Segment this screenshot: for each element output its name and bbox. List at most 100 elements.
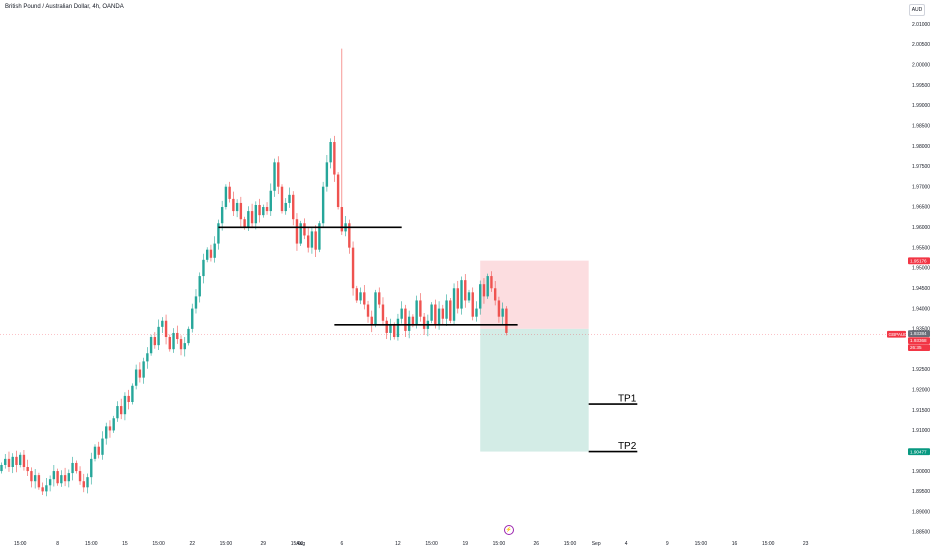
candle-body [97, 446, 100, 455]
candle-body [75, 462, 78, 472]
candle-body [101, 438, 104, 455]
candle-body [123, 395, 127, 415]
candle-body [78, 471, 82, 482]
price-tick-label: 1.92000 [912, 388, 930, 394]
time-tick-label: 15:00 [695, 541, 708, 547]
price-tick-label: 1.89500 [912, 489, 930, 495]
candle-body [93, 446, 97, 459]
candle-body [161, 320, 164, 327]
candle-body [490, 276, 493, 289]
chart-title: British Pound / Australian Dollar, 4h, O… [5, 4, 124, 10]
price-tick-label: 1.94500 [912, 286, 930, 292]
time-tick-label: 15:00 [220, 541, 233, 547]
time-tick-label: Sep [592, 541, 601, 547]
candle-body [60, 475, 63, 484]
candle-body [146, 353, 149, 362]
candle-body [82, 481, 85, 488]
candle-body [493, 288, 497, 301]
candle-body [445, 300, 448, 319]
candle-body [105, 426, 108, 439]
candle-body [363, 292, 366, 305]
candle-body [374, 292, 377, 325]
price-tick-label: 2.00500 [912, 42, 930, 48]
time-tick-label: 22 [189, 541, 195, 547]
candle-body [351, 247, 355, 289]
candle-body [198, 276, 201, 297]
candle-body [471, 292, 474, 317]
time-tick-label: 23 [803, 541, 809, 547]
candle-body [441, 308, 445, 319]
candle-body [321, 186, 325, 224]
candle-body [56, 471, 59, 484]
price-tick-label: 1.95500 [912, 245, 930, 251]
price-tick-label: 1.91500 [912, 408, 930, 414]
candle-body [400, 308, 403, 319]
candle-body [422, 316, 426, 329]
candle-body [232, 198, 235, 212]
candle-body [90, 458, 93, 478]
candle-body [314, 231, 317, 250]
time-tick-label: 15:00 [85, 541, 98, 547]
candle-body [67, 473, 71, 482]
candle-body [164, 320, 168, 338]
candle-body [389, 324, 392, 333]
candle-body [26, 467, 29, 472]
candle-body [449, 300, 452, 321]
price-tick-label: 1.92500 [912, 367, 930, 373]
price-axis: 2.01000 2.00500 2.00000 1.99500 1.99000 1.985… [912, 22, 930, 536]
candle-body [467, 292, 471, 301]
candle-body [437, 308, 441, 325]
candle-body [52, 471, 56, 480]
candle-body [116, 406, 119, 419]
time-tick-label: 15 [122, 541, 128, 547]
economic-event-icon[interactable]: ⚡ [504, 525, 514, 535]
symbol-tag-label: GBPAUD [889, 332, 909, 337]
drawing-lines: TP1 TP2 [218, 226, 638, 453]
candle-body [340, 207, 344, 232]
candle-body [235, 202, 239, 212]
candle-body [452, 288, 456, 321]
price-tags: 1.95176 1.93384 1.93368 26:35 1.90477 GBPAUD [887, 257, 930, 456]
candle-body [370, 316, 373, 325]
candle-body [265, 207, 269, 212]
time-tick-label: 29 [261, 541, 267, 547]
price-tick-label: 1.94000 [912, 306, 930, 312]
candle-body [419, 300, 422, 317]
candle-body [329, 142, 332, 163]
candle-body [176, 332, 179, 340]
candle-body [299, 223, 302, 244]
candle-body [505, 308, 508, 333]
price-tag [908, 344, 930, 351]
candle-body [464, 280, 467, 301]
time-tick-label: 15:00 [762, 541, 775, 547]
time-tick-label: 15:00 [425, 541, 438, 547]
time-tick-label: 26 [534, 541, 540, 547]
candle-body [497, 300, 501, 317]
price-tick-label: 2.01000 [912, 22, 930, 28]
price-tick-label: 1.98500 [912, 123, 930, 129]
candle-body [22, 454, 26, 468]
candle-body [71, 462, 74, 474]
candle-body [19, 454, 22, 465]
candle-body [213, 243, 216, 258]
candle-body [247, 211, 250, 228]
candle-body [366, 304, 370, 317]
price-tick-label: 1.93500 [912, 327, 930, 333]
time-tick-label: 16 [732, 541, 738, 547]
candle-body [303, 223, 306, 236]
candle-body [269, 190, 272, 212]
price-tick-label: 1.97500 [912, 164, 930, 170]
price-tick-label: 1.97000 [912, 184, 930, 190]
candle-body [11, 456, 14, 468]
candle-body [108, 426, 112, 431]
candle-body [179, 339, 183, 350]
candle-body [262, 207, 265, 216]
price-tag [908, 257, 930, 265]
candle-body [243, 219, 246, 228]
candle-body [404, 308, 407, 331]
currency-selector[interactable]: AUD [909, 4, 925, 16]
price-tick-label: 2.00000 [912, 63, 930, 69]
take-profit-zone [480, 328, 589, 452]
price-tick-label: 1.99500 [912, 83, 930, 89]
